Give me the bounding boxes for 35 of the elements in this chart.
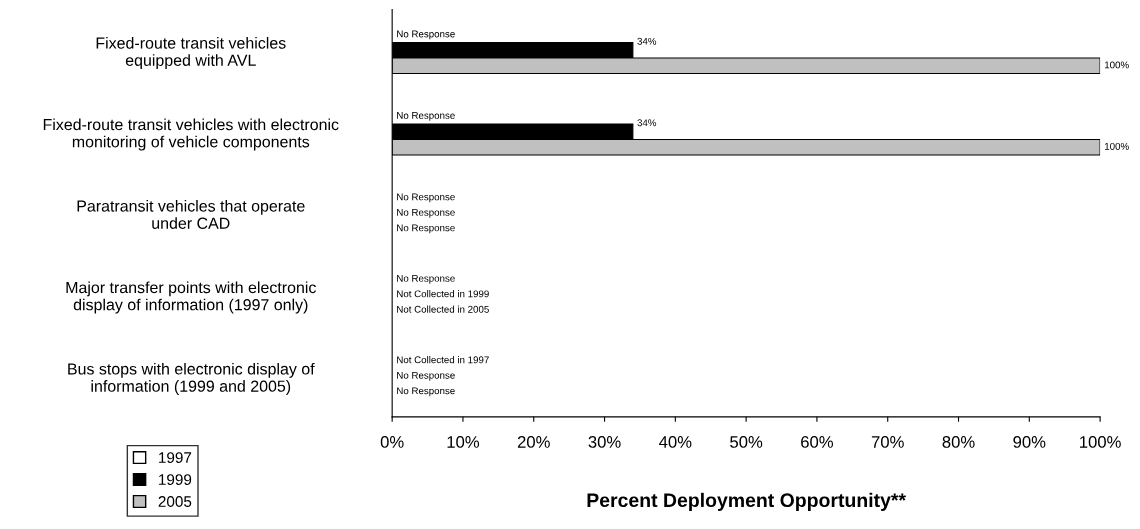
y-tick-label: Major transfer points with electronic display of information (1997 only) [66, 281, 316, 314]
y-tick-label: Fixed-route transit vehicles equipped with AVL [96, 37, 286, 70]
x-tick-label: 20% [517, 436, 550, 448]
data-label: 100% [1105, 61, 1129, 69]
legend-label: 2005 [158, 496, 192, 507]
x-tick-label: 0% [380, 436, 404, 448]
text: No Response [397, 112, 455, 121]
text: No Response [397, 275, 455, 284]
legend-label: 1997 [159, 452, 192, 464]
x-tick-label: 100% [1080, 436, 1121, 448]
text: Not Collected in 1999 [397, 290, 489, 298]
x-tick-label: 90% [1013, 436, 1046, 448]
y-tick-label: Fixed-route transit vehicles with electronic monitoring of vehicle components [43, 118, 339, 151]
text: No Response [397, 224, 455, 234]
x-axis-title: Percent Deployment Opportunity** [587, 492, 907, 511]
text: No Response [397, 209, 455, 218]
data-label: 34% [637, 119, 657, 127]
text: No Response [397, 387, 455, 397]
data-label: 34% [637, 37, 657, 45]
x-tick-label: 40% [659, 436, 692, 448]
y-tick-label: Bus stops with electronic display of information (1999 and 2005) [68, 362, 315, 395]
x-tick-label: 10% [447, 436, 480, 448]
text: Not Collected in 1997 [397, 356, 489, 364]
text: No Response [397, 30, 455, 40]
x-tick-label: 60% [801, 436, 834, 448]
x-tick-label: 80% [942, 436, 975, 448]
text: No Response [397, 193, 455, 203]
x-tick-label: 50% [730, 436, 763, 448]
text: No Response [397, 371, 455, 381]
data-label: 100% [1105, 142, 1129, 150]
x-tick-label: 70% [871, 436, 904, 448]
legend-label: 1999 [159, 474, 192, 485]
text: Not Collected in 2005 [397, 305, 489, 313]
x-tick-label: 30% [588, 436, 621, 448]
y-tick-label: Paratransit vehicles that operate under CAD [77, 199, 305, 229]
